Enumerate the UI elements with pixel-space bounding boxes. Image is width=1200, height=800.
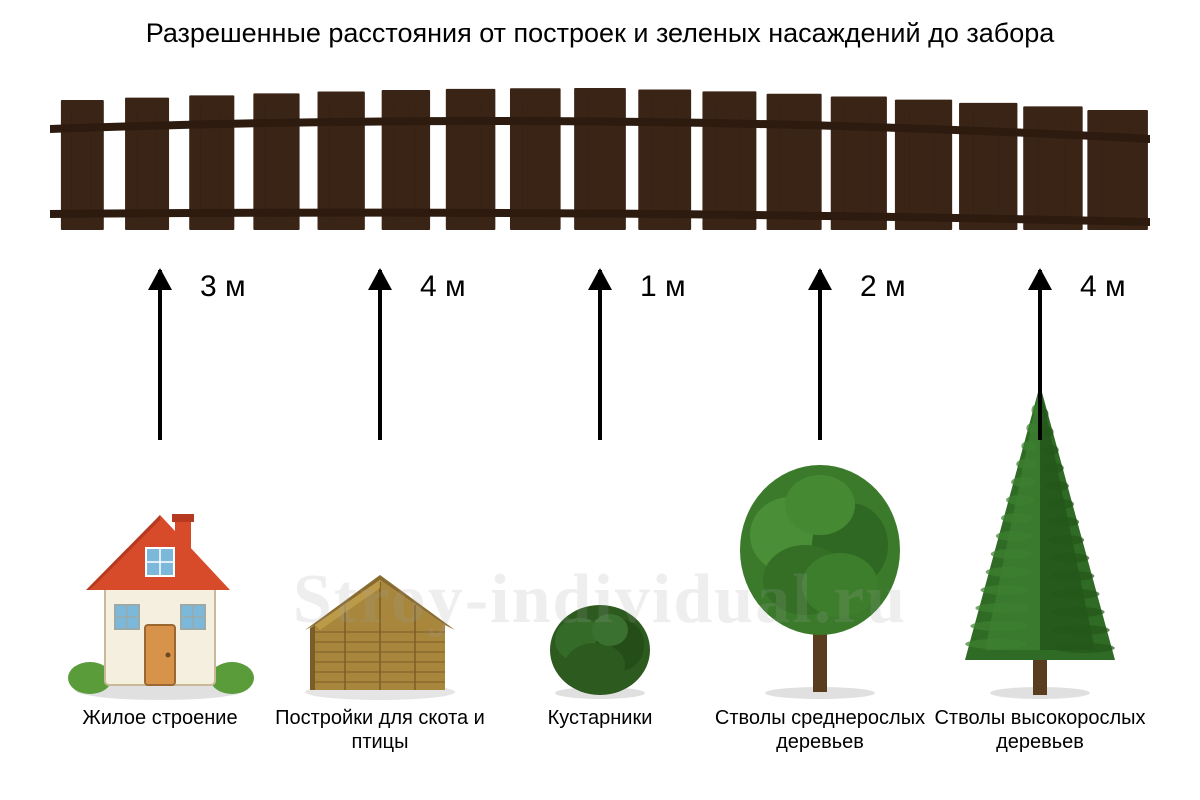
tall-tree-icon <box>930 450 1150 700</box>
distance-arrow <box>598 270 602 440</box>
distance-label: 2 м <box>860 270 906 304</box>
barn-icon <box>270 450 490 700</box>
distance-label: 4 м <box>420 270 466 304</box>
arrow-zone: 4 м <box>270 260 490 450</box>
house-icon <box>50 450 270 700</box>
item-label: Стволы высокорослых деревьев <box>930 700 1150 776</box>
arrow-zone: 2 м <box>710 260 930 450</box>
distance-arrow <box>158 270 162 440</box>
medium-tree-icon <box>710 450 930 700</box>
distance-arrow <box>378 270 382 440</box>
item-label: Постройки для скота и птицы <box>270 700 490 776</box>
item-label: Кустарники <box>490 700 710 776</box>
fence-illustration <box>50 80 1150 250</box>
item-column: 2 м Стволы среднерослых деревьев <box>710 260 930 780</box>
arrow-zone: 3 м <box>50 260 270 450</box>
arrow-zone: 4 м <box>930 260 1150 450</box>
item-column: 1 м Кустарники <box>490 260 710 780</box>
shrub-icon <box>490 450 710 700</box>
item-label: Жилое строение <box>50 700 270 776</box>
item-column: 3 м Жилое строение <box>50 260 270 780</box>
distance-label: 1 м <box>640 270 686 304</box>
item-label: Стволы среднерослых деревьев <box>710 700 930 776</box>
distance-arrow <box>1038 270 1042 440</box>
arrow-zone: 1 м <box>490 260 710 450</box>
items-row: 3 м Жилое строение 4 м <box>50 260 1150 780</box>
distance-label: 4 м <box>1080 270 1126 304</box>
item-column: 4 м Постройки для скота и птицы <box>270 260 490 780</box>
distance-arrow <box>818 270 822 440</box>
diagram-title: Разрешенные расстояния от построек и зел… <box>0 0 1200 49</box>
distance-label: 3 м <box>200 270 246 304</box>
item-column: 4 м <box>930 260 1150 780</box>
